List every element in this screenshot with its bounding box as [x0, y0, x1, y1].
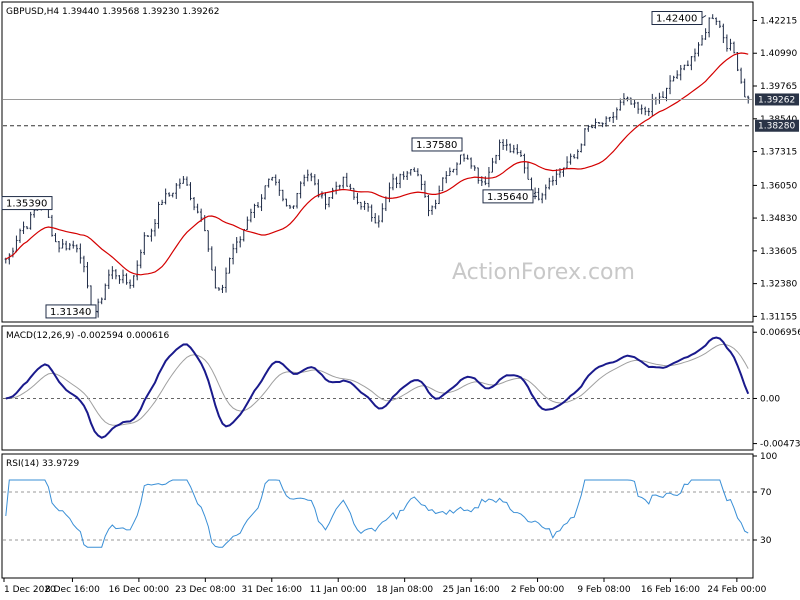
x-tick-label: 23 Dec 08:00	[175, 585, 236, 595]
price-y-tick-label: 1.31155	[760, 312, 797, 322]
x-tick-label: 11 Jan 00:00	[310, 585, 367, 595]
x-tick-label: 16 Dec 00:00	[109, 585, 170, 595]
price-layer: 1.42400 1.37580 1.35640 1.35390 1.31340	[1, 11, 752, 319]
price-y-tick-label: 1.32380	[760, 280, 797, 290]
current-price-tag: 1.39262	[758, 95, 795, 105]
rsi-y-tick-label: 100	[760, 452, 777, 462]
x-tick-label: 8 Dec 16:00	[45, 585, 100, 595]
support-price-tag: 1.38280	[758, 122, 795, 132]
x-tick-label: 31 Dec 16:00	[242, 585, 303, 595]
x-tick-label: 9 Feb 08:00	[577, 585, 631, 595]
macd-line	[5, 336, 750, 439]
price-y-tick-label: 1.37315	[760, 148, 797, 158]
x-tick-label: 18 Jan 08:00	[376, 585, 433, 595]
rsi-line	[5, 479, 749, 548]
price-panel-frame	[1, 1, 754, 323]
annotation-leader	[701, 15, 707, 19]
sma-line	[5, 52, 749, 276]
annotation-label: 1.35640	[487, 192, 528, 203]
watermark: ActionForex.com	[452, 260, 635, 285]
macd-y-tick-label: 0.006956	[760, 328, 800, 338]
annotation-box	[651, 11, 703, 26]
price-y-tick-label: 1.42215	[760, 16, 797, 26]
annotation-label: 1.35390	[6, 199, 47, 210]
rsi-layer	[3, 479, 752, 548]
price-y-tick-label: 1.39765	[760, 82, 797, 92]
price-y-tick-label: 1.36050	[760, 181, 797, 191]
macd-panel-title: MACD(12,26,9) -0.002594 0.000616	[6, 331, 169, 341]
macd-signal-line	[5, 343, 749, 426]
annotation-box	[482, 189, 534, 204]
rsi-panel-frame	[1, 453, 754, 579]
axis-layer: 1.422151.409901.397651.385401.373151.360…	[3, 16, 800, 595]
price-y-tick-label: 1.33605	[760, 247, 797, 257]
x-tick-label: 2 Feb 00:00	[511, 585, 565, 595]
annotation-box	[1, 196, 53, 211]
annotation-box	[45, 304, 97, 319]
annotation-label: 1.37580	[416, 140, 457, 151]
price-y-tick-label: 1.40990	[760, 49, 797, 59]
annotation-label: 1.31340	[50, 307, 91, 318]
rsi-panel-title: RSI(14) 33.9729	[6, 459, 79, 469]
x-tick-label: 1 Dec 2020	[4, 585, 56, 595]
macd-panel-frame	[1, 325, 754, 451]
candles	[4, 14, 750, 318]
current-price-tag-bg	[755, 93, 799, 106]
x-tick-label: 16 Feb 16:00	[641, 585, 700, 595]
x-tick-label: 25 Jan 16:00	[443, 585, 500, 595]
annotation-box	[411, 137, 463, 152]
macd-y-tick-label: 0.00	[760, 394, 780, 404]
rsi-y-tick-label: 30	[760, 536, 772, 546]
x-tick-label: 24 Feb 00:00	[707, 585, 766, 595]
macd-layer	[3, 336, 752, 439]
price-y-tick-label: 1.34830	[760, 214, 797, 224]
annotation-label: 1.42400	[656, 14, 697, 25]
price-panel-title: GBPUSD,H4 1.39440 1.39568 1.39230 1.3926…	[6, 7, 219, 17]
macd-y-tick-label: -0.004736	[760, 440, 800, 450]
rsi-y-tick-label: 70	[760, 488, 772, 498]
support-price-tag-bg	[755, 119, 799, 132]
